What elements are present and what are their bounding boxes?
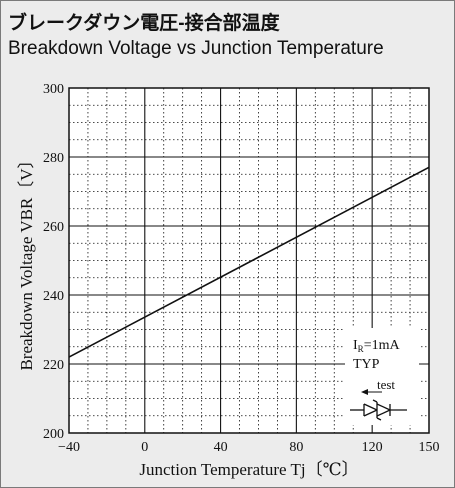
x-tick-label: 40 [214, 440, 228, 455]
bidirectional-tvs-diode-icon [350, 399, 407, 421]
y-tick-label: 220 [43, 358, 64, 373]
annotation-box [345, 328, 419, 425]
x-axis-label: Junction Temperature Tj〔℃〕 [139, 460, 358, 479]
plot-border [68, 87, 430, 434]
title-japanese: ブレークダウン電圧-接合部温度 [8, 13, 280, 34]
test-condition-box: IR=1mA TYP test [345, 328, 419, 425]
test-arrow-icon [361, 389, 382, 395]
annotation-current: IR=1mA [353, 338, 400, 354]
annotation-typ: TYP [353, 357, 380, 372]
y-tick-label: 300 [43, 82, 64, 97]
series-line [68, 166, 430, 358]
x-tick-label: 0 [141, 440, 148, 455]
x-tick-label: 120 [362, 440, 383, 455]
x-tick-label: 150 [419, 440, 440, 455]
y-tick-label: 260 [43, 220, 64, 235]
y-tick-label: 280 [43, 151, 64, 166]
tick-labels: −40 0 40 80 120 150 200 220 240 260 280 300 [43, 82, 440, 455]
series-layer [68, 166, 430, 358]
annotation-test: test [377, 377, 395, 392]
y-tick-label: 200 [43, 427, 64, 442]
x-tick-label: 80 [289, 440, 303, 455]
grid [69, 88, 429, 433]
y-tick-label: 240 [43, 289, 64, 304]
y-axis-label: Breakdown Voltage VBR〔V〕 [17, 151, 36, 370]
x-tick-label: −40 [58, 440, 80, 455]
title-english: Breakdown Voltage vs Junction Temperatur… [8, 38, 384, 59]
